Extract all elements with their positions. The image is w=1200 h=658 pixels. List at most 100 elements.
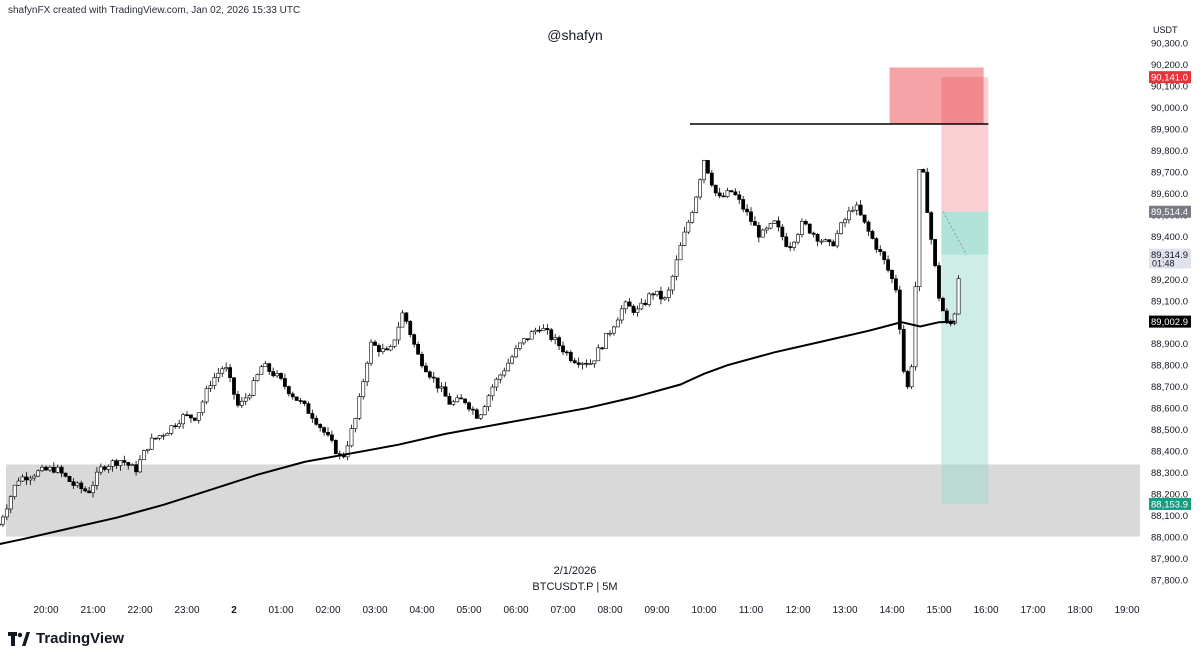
bearish-candle	[306, 403, 311, 414]
bearish-candle	[232, 377, 236, 395]
bullish-candle	[275, 373, 279, 377]
y-tick-label: 89,400.0	[1151, 232, 1188, 243]
bearish-candle	[67, 475, 72, 482]
bearish-candle	[314, 418, 319, 425]
y-tick-label: 90,200.0	[1151, 60, 1188, 71]
bearish-candle	[373, 341, 377, 346]
bearish-candle	[122, 460, 127, 463]
x-tick-label: 16:00	[973, 605, 998, 616]
price-label-box	[1149, 497, 1191, 510]
bullish-candle	[623, 301, 628, 310]
bearish-candle	[318, 424, 323, 428]
bearish-candle	[290, 393, 295, 398]
bullish-candle	[682, 231, 687, 246]
bullish-candle	[529, 331, 534, 340]
bullish-candle	[110, 460, 115, 467]
bearish-candle	[427, 371, 432, 378]
bearish-candle	[153, 437, 158, 440]
y-tick-label: 88,800.0	[1151, 361, 1188, 372]
y-tick-label: 90,100.0	[1151, 81, 1188, 92]
bearish-candle	[87, 490, 91, 494]
take-profit-zone	[941, 211, 989, 504]
x-tick-label: 04:00	[409, 605, 434, 616]
bearish-candle	[561, 345, 565, 353]
bearish-candle	[745, 208, 749, 213]
bullish-candle	[800, 220, 804, 235]
bearish-candle	[310, 413, 315, 419]
bullish-candle	[357, 396, 362, 419]
bearish-candle	[549, 329, 554, 340]
bullish-candle	[12, 484, 17, 498]
bearish-candle	[584, 362, 589, 365]
bullish-candle	[592, 360, 597, 365]
bearish-candle	[51, 466, 56, 473]
x-tick-label: 21:00	[80, 605, 105, 616]
bearish-candle	[733, 191, 738, 196]
bearish-candle	[471, 408, 475, 411]
bearish-candle	[126, 462, 131, 466]
bullish-candle	[690, 212, 695, 223]
bullish-candle	[392, 339, 397, 347]
price-label-box	[1149, 71, 1191, 84]
x-tick-label: 15:00	[926, 605, 951, 616]
x-tick-label: 13:00	[832, 605, 857, 616]
x-tick-label: 03:00	[362, 605, 387, 616]
bullish-candle	[259, 366, 264, 375]
bearish-candle	[467, 402, 471, 410]
liquidity-highlight-zone	[889, 67, 984, 124]
bearish-candle	[271, 371, 276, 377]
bullish-candle	[854, 204, 859, 211]
bullish-candle	[145, 448, 150, 451]
bearish-candle	[921, 169, 926, 173]
bullish-candle	[400, 312, 405, 328]
bearish-candle	[134, 464, 138, 473]
y-tick-label: 89,700.0	[1151, 167, 1188, 178]
bullish-candle	[365, 362, 370, 382]
bearish-candle	[894, 278, 898, 291]
bearish-candle	[267, 363, 272, 372]
bearish-candle	[784, 236, 789, 247]
bullish-candle	[533, 329, 538, 333]
bearish-candle	[463, 398, 467, 404]
bullish-candle	[518, 342, 522, 349]
bullish-candle	[847, 210, 851, 221]
moving-average-line	[0, 320, 956, 545]
bearish-candle	[862, 214, 867, 223]
bearish-candle	[874, 238, 879, 250]
bearish-candle	[706, 160, 710, 174]
bullish-candle	[130, 464, 135, 466]
bullish-candle	[216, 372, 221, 378]
bearish-candle	[925, 171, 930, 213]
y-tick-label: 89,200.0	[1151, 275, 1188, 286]
price-label-box	[1149, 248, 1191, 269]
bearish-candle	[576, 362, 581, 365]
bullish-candle	[698, 179, 702, 198]
bearish-candle	[412, 334, 417, 345]
bullish-candle	[212, 377, 217, 386]
bearish-candle	[420, 353, 424, 367]
bullish-candle	[98, 466, 103, 473]
bearish-candle	[659, 290, 663, 300]
bearish-candle	[631, 305, 636, 313]
bearish-candle	[537, 329, 542, 332]
x-tick-label: 01:00	[268, 605, 293, 616]
x-tick-label: 02:00	[315, 605, 340, 616]
bullish-candle	[239, 400, 244, 406]
bullish-candle	[40, 466, 44, 472]
bearish-candle	[890, 269, 894, 280]
bullish-candle	[380, 348, 385, 353]
bearish-candle	[83, 488, 88, 492]
bearish-candle	[815, 234, 820, 242]
bearish-candle	[882, 251, 887, 261]
bullish-candle	[165, 432, 170, 436]
candlestick-chart[interactable]: 90,300.0 90,200.0 90,100.0 90,000.0 89,900.0…	[0, 0, 1200, 620]
bullish-candle	[32, 475, 37, 479]
bullish-candle	[396, 326, 401, 341]
bearish-candle	[79, 482, 84, 490]
bullish-candle	[792, 241, 796, 248]
bullish-candle	[1, 516, 5, 525]
bullish-candle	[655, 290, 659, 296]
bullish-candle	[541, 328, 546, 331]
bullish-candle	[952, 313, 957, 324]
y-tick-label: 89,800.0	[1151, 146, 1188, 157]
